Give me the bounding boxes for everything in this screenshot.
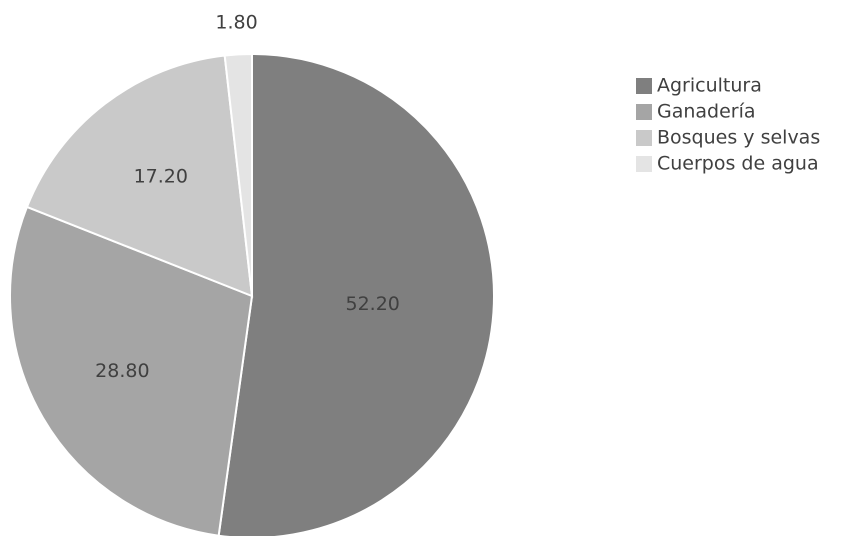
- data-label: 1.80: [215, 11, 257, 33]
- legend-swatch: [636, 104, 652, 120]
- data-label: 52.20: [346, 293, 400, 315]
- pie-data-labels: 52.20 28.80 17.20 1.80: [95, 11, 400, 382]
- legend-swatch: [636, 78, 652, 94]
- pie-slice-agricultura: [217, 52, 495, 539]
- legend-label: Ganadería: [657, 101, 756, 123]
- data-label: 17.20: [134, 165, 188, 187]
- pie-slice-cuerpos-de-agua: [223, 52, 253, 297]
- legend-label: Cuerpos de agua: [657, 153, 819, 175]
- legend-label: Bosques y selvas: [657, 127, 820, 149]
- legend: Agricultura Ganadería Bosques y selvas Cuer…: [636, 75, 820, 175]
- pie-slice-bosques-y-selvas: [25, 54, 254, 298]
- data-label: 28.80: [95, 360, 149, 382]
- pie-slice-ganadería: [9, 205, 254, 537]
- legend-swatch: [636, 130, 652, 146]
- legend-swatch: [636, 156, 652, 172]
- pie-slices: [9, 52, 495, 539]
- legend-label: Agricultura: [657, 75, 762, 97]
